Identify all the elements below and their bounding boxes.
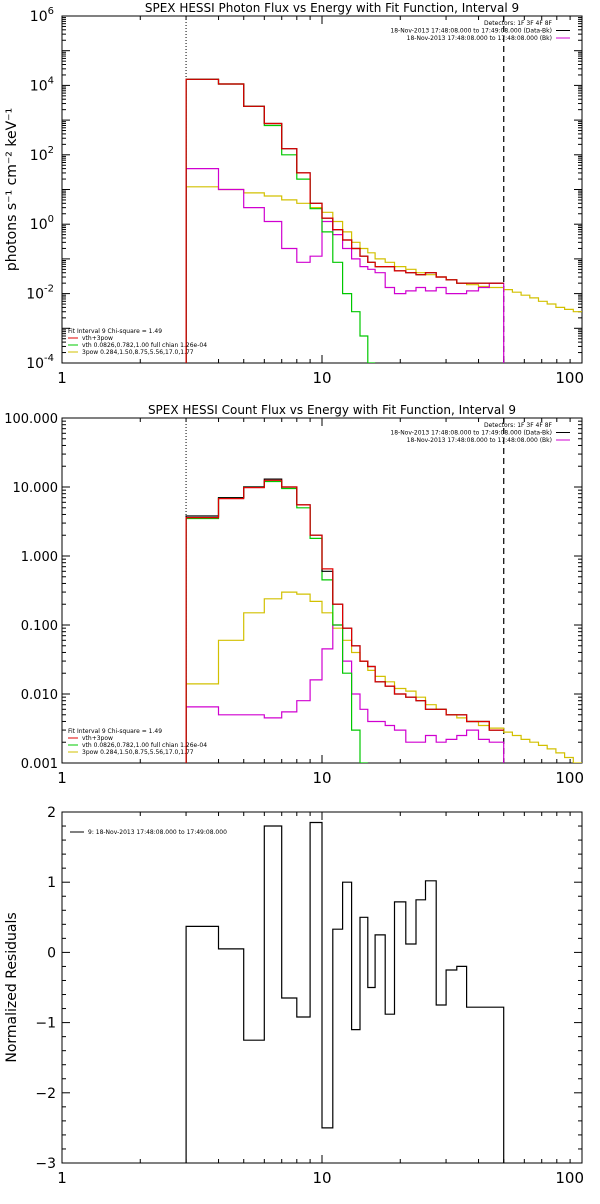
y-tick-label: 106 xyxy=(30,6,54,25)
series-red xyxy=(185,479,504,763)
y-axis-label: Normalized Residuals xyxy=(4,912,20,1062)
legend-entry: 18-Nov-2013 17:48:08.000 to 17:49:08.000… xyxy=(390,28,552,35)
y-tick-label: 102 xyxy=(30,145,54,164)
x-tick-label: 1 xyxy=(57,369,67,387)
y-tick-label: 10-2 xyxy=(26,284,54,303)
legend-entry: 3pow 0.284,1.50,8.75,5.56,17.0,1.77 xyxy=(82,349,194,356)
legend-entry: 18-Nov-2013 17:48:08.000 to 17:48:08.000… xyxy=(407,437,552,444)
x-tick-label: 10 xyxy=(312,369,331,387)
y-tick-label: −2 xyxy=(35,1086,56,1102)
x-tick-label: 100 xyxy=(555,1169,584,1187)
series-group xyxy=(185,478,582,763)
y-tick-label: 10.000 xyxy=(13,481,59,496)
y-tick-label: 0 xyxy=(47,945,56,961)
series-group xyxy=(185,78,582,363)
chart-panel-3: 1 10 100 −3 −2 −1 0 1 2 Normalized Residuals 9: 18… xyxy=(4,805,584,1187)
legend-entry: vth 0.0826,0.782,1.00 full chian 1.26e-0… xyxy=(82,342,207,349)
chart-panel-2: 1 10 100 0.001 0.010 0.100 1.000 10.000 100.000 S… xyxy=(4,403,584,787)
legend-top-left: 9: 18-Nov-2013 17:48:08.000 to 17:49:08.… xyxy=(70,829,227,836)
chart-panel-1: 1 10 100 10-4 10-2 100 102 104 106 SPEX HESSI Pho… xyxy=(4,1,584,387)
y-tick-label: 1.000 xyxy=(21,550,58,565)
y-axis-ticks xyxy=(62,811,582,1164)
y-tick-label: 10-4 xyxy=(26,353,54,372)
series-black xyxy=(185,478,504,763)
y-tick-label: −3 xyxy=(35,1156,56,1172)
series-magenta xyxy=(185,168,505,363)
x-tick-label: 1 xyxy=(57,769,67,787)
y-tick-label: 100.000 xyxy=(4,412,58,427)
x-axis-ticks xyxy=(61,16,583,363)
x-tick-label: 1 xyxy=(57,1169,67,1187)
series-yellow xyxy=(185,186,582,363)
series-magenta xyxy=(185,624,505,763)
series-green xyxy=(185,480,368,763)
y-tick-label: −1 xyxy=(35,1016,56,1032)
y-tick-label: 104 xyxy=(30,75,54,94)
legend-entry: vth+3pow xyxy=(82,335,113,342)
chart-title: SPEX HESSI Count Flux vs Energy with Fit… xyxy=(148,403,516,417)
legend-entry: 9: 18-Nov-2013 17:48:08.000 to 17:49:08.… xyxy=(88,829,227,836)
legend-entry: 3pow 0.284,1.50,8.75,5.56,17.0,1.77 xyxy=(82,749,194,756)
y-axis-label: photons s⁻¹ cm⁻² keV⁻¹ xyxy=(4,108,20,271)
series-black xyxy=(185,78,504,363)
x-tick-label: 100 xyxy=(555,769,584,787)
legend-entry: Detectors: 1F 3F 4F 8F xyxy=(484,20,553,27)
series-black xyxy=(185,821,505,1163)
legend-entry: vth 0.0826,0.782,1.00 full chian 1.26e-0… xyxy=(82,742,207,749)
series-red xyxy=(185,78,504,363)
series-yellow xyxy=(185,591,582,763)
x-tick-label: 10 xyxy=(312,1169,331,1187)
y-tick-label: 0.010 xyxy=(21,688,58,703)
legend-entry: 18-Nov-2013 17:48:08.000 to 17:48:08.000… xyxy=(407,35,552,42)
legend-entry: 18-Nov-2013 17:48:08.000 to 17:49:08.000… xyxy=(390,430,552,437)
y-tick-label: 2 xyxy=(47,805,56,821)
x-tick-label: 100 xyxy=(555,369,584,387)
legend-entry: Detectors: 1F 3F 4F 8F xyxy=(484,422,553,429)
legend-entry: vth+3pow xyxy=(82,735,113,742)
legend-bottom-left: Fit Interval 9 Chi-square = 1.49vth+3pow… xyxy=(68,328,207,356)
y-axis-ticks xyxy=(62,417,582,764)
y-tick-label: 100 xyxy=(30,214,54,233)
y-tick-label: 0.100 xyxy=(21,619,58,634)
legend-bottom-left: Fit Interval 9 Chi-square = 1.49vth+3pow… xyxy=(68,728,207,756)
legend-entry: Fit Interval 9 Chi-square = 1.49 xyxy=(68,328,162,335)
chart-title: SPEX HESSI Photon Flux vs Energy with Fi… xyxy=(145,1,519,15)
legend-entry: Fit Interval 9 Chi-square = 1.49 xyxy=(68,728,162,735)
series-group xyxy=(185,821,505,1163)
y-axis-ticks xyxy=(62,15,582,364)
x-tick-label: 10 xyxy=(312,769,331,787)
y-tick-label: 1 xyxy=(47,875,56,891)
y-tick-label: 0.001 xyxy=(21,757,58,772)
